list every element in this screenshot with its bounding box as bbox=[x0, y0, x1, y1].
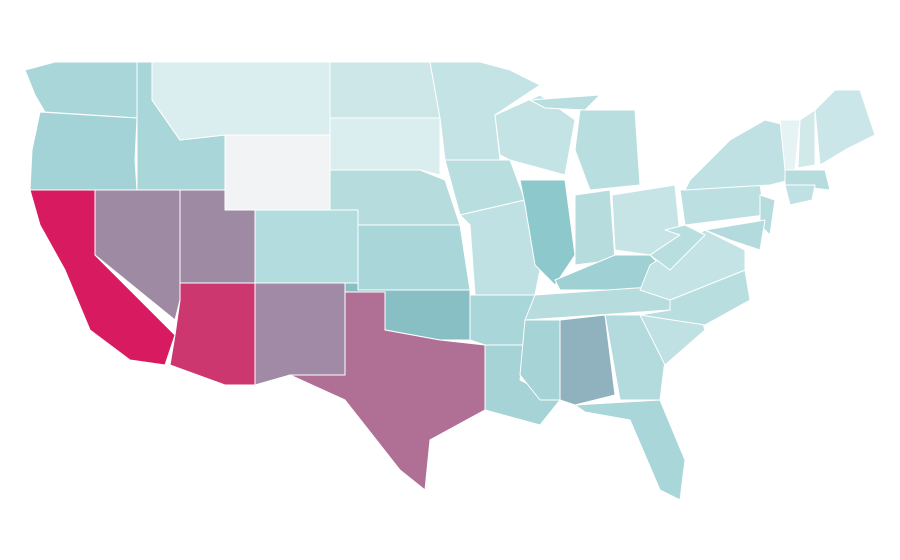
state-region bbox=[151, 61, 331, 141]
state-region bbox=[254, 282, 346, 386]
state-region bbox=[29, 111, 138, 191]
state-region bbox=[289, 291, 486, 491]
state-region bbox=[357, 224, 471, 291]
state-region bbox=[519, 179, 576, 286]
state-region bbox=[559, 314, 616, 406]
state-region bbox=[494, 94, 576, 176]
state-region bbox=[784, 184, 816, 206]
state-region bbox=[329, 61, 441, 119]
states bbox=[24, 61, 876, 501]
state-region bbox=[329, 117, 441, 176]
state-region bbox=[254, 209, 359, 284]
state-region bbox=[574, 399, 686, 501]
state-region bbox=[519, 319, 561, 401]
state-region bbox=[24, 61, 138, 119]
state-region bbox=[169, 282, 256, 386]
state-region bbox=[684, 119, 791, 191]
state-region bbox=[224, 134, 331, 211]
state-region bbox=[604, 314, 666, 401]
state-region bbox=[574, 189, 616, 266]
state-region bbox=[704, 219, 766, 251]
state-region bbox=[797, 109, 816, 169]
state-region bbox=[814, 89, 876, 166]
state-region bbox=[679, 184, 766, 226]
state-region bbox=[529, 94, 641, 191]
